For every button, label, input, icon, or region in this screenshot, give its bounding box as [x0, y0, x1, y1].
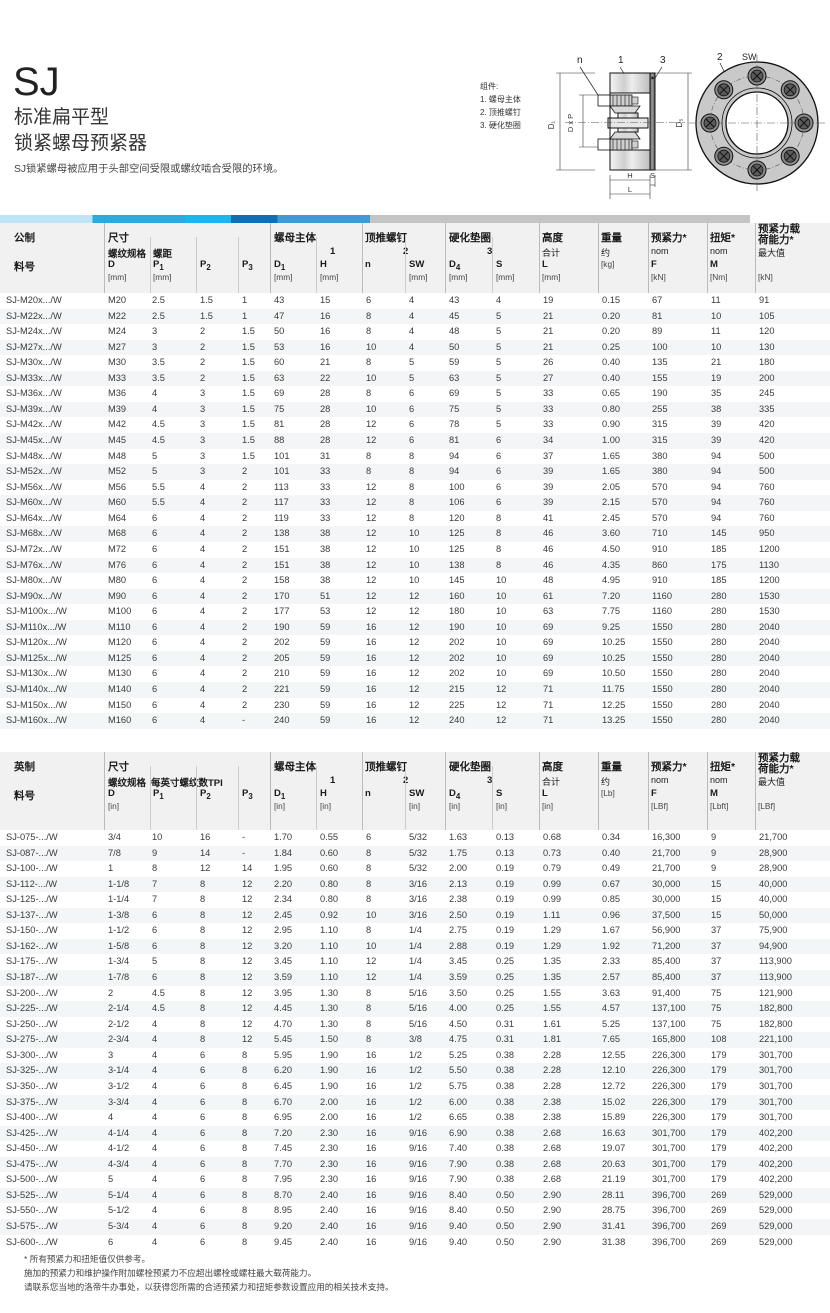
- svg-text:3: 3: [660, 55, 666, 66]
- svg-text:D x P: D x P: [566, 114, 575, 132]
- svg-text:S: S: [650, 171, 655, 180]
- svg-text:2: 2: [717, 52, 723, 63]
- svg-text:D₁: D₁: [547, 120, 556, 129]
- svg-text:H: H: [627, 171, 632, 180]
- svg-text:n: n: [577, 55, 583, 66]
- svg-text:D₅: D₅: [675, 119, 684, 128]
- svg-text:L: L: [628, 185, 632, 194]
- svg-text:SW: SW: [742, 52, 757, 62]
- svg-text:1: 1: [618, 55, 624, 66]
